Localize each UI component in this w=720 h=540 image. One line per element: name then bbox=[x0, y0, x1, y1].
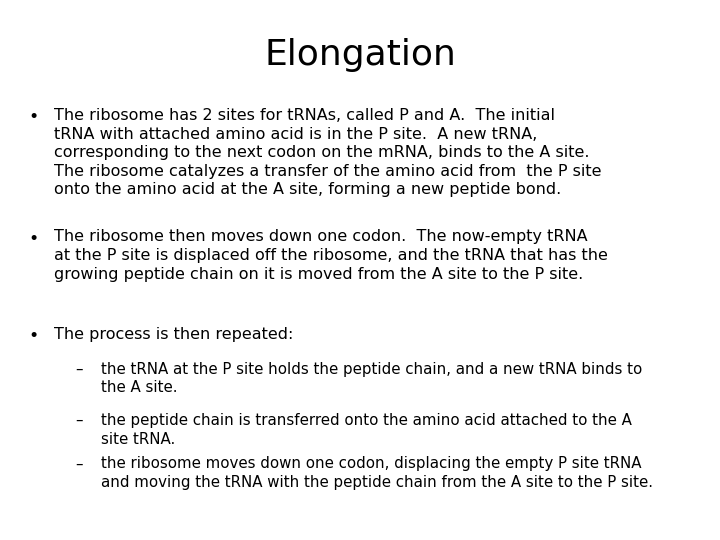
Text: The ribosome has 2 sites for tRNAs, called P and A.  The initial
tRNA with attac: The ribosome has 2 sites for tRNAs, call… bbox=[54, 108, 601, 198]
Text: Elongation: Elongation bbox=[264, 38, 456, 72]
Text: The process is then repeated:: The process is then repeated: bbox=[54, 327, 293, 342]
Text: the peptide chain is transferred onto the amino acid attached to the A
site tRNA: the peptide chain is transferred onto th… bbox=[101, 413, 631, 447]
Text: –: – bbox=[76, 413, 83, 428]
Text: the tRNA at the P site holds the peptide chain, and a new tRNA binds to
the A si: the tRNA at the P site holds the peptide… bbox=[101, 362, 642, 395]
Text: •: • bbox=[29, 230, 39, 247]
Text: the ribosome moves down one codon, displacing the empty P site tRNA
and moving t: the ribosome moves down one codon, displ… bbox=[101, 456, 653, 490]
Text: •: • bbox=[29, 327, 39, 345]
Text: –: – bbox=[76, 456, 83, 471]
Text: The ribosome then moves down one codon.  The now-empty tRNA
at the P site is dis: The ribosome then moves down one codon. … bbox=[54, 230, 608, 282]
Text: •: • bbox=[29, 108, 39, 126]
Text: –: – bbox=[76, 362, 83, 377]
